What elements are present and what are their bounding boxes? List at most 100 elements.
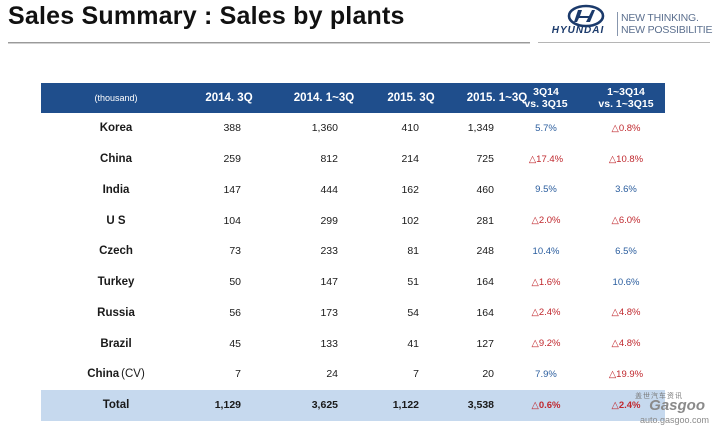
logo-divider (538, 42, 710, 43)
value-cell: 133 (320, 337, 338, 350)
value-cell: 127 (476, 337, 494, 350)
value-cell: 281 (476, 214, 494, 227)
value-cell: 725 (476, 153, 494, 166)
plant-suffix: (CV) (121, 368, 145, 381)
change-3q-cell: △2.4% (531, 307, 561, 319)
plant-name: Russia (97, 306, 135, 319)
table-row: Russia 56 173 54 164 △2.4% △4.8% (41, 298, 665, 329)
value-cell: 164 (476, 306, 494, 319)
col-header-2014-3q: 2014. 3Q (205, 92, 253, 104)
hyundai-logo-icon (567, 4, 605, 28)
change-3q-cell: 10.4% (532, 245, 560, 257)
table-row: China (CV) 7 24 7 20 7.9% △19.9% (41, 359, 665, 390)
plant-label: Korea (71, 113, 161, 144)
change-3q-cell: △1.6% (531, 276, 561, 288)
plant-name: U S (106, 214, 126, 227)
total-label: Total (102, 399, 130, 412)
value-cell: 410 (401, 122, 419, 135)
value-cell: 102 (401, 214, 419, 227)
value-cell: 162 (401, 183, 419, 196)
value-cell: 7 (413, 368, 419, 381)
change-1-3q-cell: △0.8% (611, 122, 641, 134)
plant-label: Brazil (71, 328, 161, 359)
watermark-url: auto.gasgoo.com (639, 415, 709, 425)
value-cell: 41 (407, 337, 419, 350)
value-cell: 259 (223, 153, 241, 166)
value-cell: 299 (320, 214, 338, 227)
value-cell: 812 (320, 153, 338, 166)
table-row: Turkey 50 147 51 164 △1.6% 10.6% (41, 267, 665, 298)
change-3q-cell: △2.0% (531, 215, 561, 227)
col-header-1-3q-change: 1~3Q14 vs. 1~3Q15 (598, 86, 654, 110)
total-2015-1-3q: 3,538 (467, 399, 494, 412)
change-1-3q-cell: △6.0% (611, 215, 641, 227)
change-3q-cell: 5.7% (535, 122, 557, 134)
value-cell: 248 (476, 245, 494, 258)
total-3q-change: △0.6% (531, 399, 561, 411)
col-header-2014-1-3q: 2014. 1~3Q (293, 92, 355, 104)
page-title: Sales Summary : Sales by plants (8, 2, 405, 30)
value-cell: 7 (235, 368, 241, 381)
value-cell: 444 (320, 183, 338, 196)
plant-name: Korea (99, 122, 133, 135)
plant-label: Czech (71, 236, 161, 267)
table-row: Korea 388 1,360 410 1,349 5.7% △0.8% (41, 113, 665, 144)
change-1-3q-cell: 10.6% (612, 276, 640, 288)
value-cell: 388 (223, 122, 241, 135)
total-2014-1-3q: 3,625 (311, 399, 338, 412)
plant-label: Turkey (71, 267, 161, 298)
col-header-3q-change: 3Q14 vs. 3Q15 (524, 86, 568, 110)
col-header-2015-3q: 2015. 3Q (387, 92, 435, 104)
plant-name: Brazil (100, 337, 132, 350)
total-2015-3q: 1,122 (392, 399, 419, 412)
change-1-3q-cell: △19.9% (608, 368, 644, 380)
table-row: China 259 812 214 725 △17.4% △10.8% (41, 144, 665, 175)
total-1-3q-change: △2.4% (611, 399, 641, 411)
slogan: NEW THINKING. NEW POSSIBILITIES. (617, 12, 713, 36)
value-cell: 81 (407, 245, 419, 258)
plant-label: China (CV) (71, 359, 161, 390)
change-1-3q-cell: △4.8% (611, 307, 641, 319)
logo-wordmark: HYUNDAI (551, 25, 605, 36)
watermark-chinese: 盖世汽车资讯 (635, 393, 683, 400)
change-1-3q-cell: △4.8% (611, 338, 641, 350)
plant-name: China (87, 368, 120, 381)
plant-label: China (71, 144, 161, 175)
value-cell: 1,349 (467, 122, 494, 135)
value-cell: 147 (320, 276, 338, 289)
title-divider (8, 42, 530, 44)
value-cell: 147 (223, 183, 241, 196)
value-cell: 214 (401, 153, 419, 166)
change-3q-cell: △9.2% (531, 338, 561, 350)
value-cell: 1,360 (311, 122, 338, 135)
value-cell: 73 (229, 245, 241, 258)
table-row: India 147 444 162 460 9.5% 3.6% (41, 175, 665, 206)
plant-label: Russia (71, 298, 161, 329)
table-row: Czech 73 233 81 248 10.4% 6.5% (41, 236, 665, 267)
table-row: Brazil 45 133 41 127 △9.2% △4.8% (41, 328, 665, 359)
value-cell: 460 (476, 183, 494, 196)
change-3q-cell: 9.5% (535, 184, 557, 196)
change-3q-cell: △17.4% (528, 153, 564, 165)
value-cell: 56 (229, 306, 241, 319)
value-cell: 164 (476, 276, 494, 289)
plant-name: India (102, 183, 130, 196)
value-cell: 104 (223, 214, 241, 227)
slogan-line-2: NEW POSSIBILITIES. (621, 24, 713, 36)
col-header-2015-1-3q: 2015. 1~3Q (466, 92, 528, 104)
watermark-logo: Gasgoo (649, 397, 705, 414)
total-2014-3q: 1,129 (214, 399, 241, 412)
total-row: Total 1,129 3,625 1,122 3,538 △0.6% △2.4… (41, 389, 665, 421)
plant-name: China (100, 153, 132, 166)
value-cell: 51 (407, 276, 419, 289)
plant-name: Czech (99, 245, 133, 258)
value-cell: 24 (326, 368, 338, 381)
plant-label: India (71, 175, 161, 206)
change-1-3q-cell: 6.5% (615, 245, 637, 257)
change-1-3q-cell: 3.6% (615, 184, 637, 196)
value-cell: 54 (407, 306, 419, 319)
plant-name: Turkey (97, 276, 135, 289)
unit-header: (thousand) (94, 93, 138, 103)
value-cell: 45 (229, 337, 241, 350)
slogan-line-1: NEW THINKING. (621, 12, 699, 24)
